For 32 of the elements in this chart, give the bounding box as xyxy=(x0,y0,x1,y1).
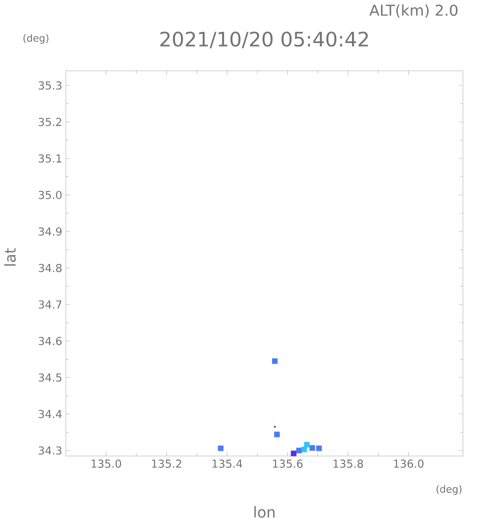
chart-title: 2021/10/20 05:40:42 xyxy=(160,32,368,48)
x-axis-title: lon xyxy=(254,506,275,518)
point xyxy=(304,442,310,448)
y-axis-title: lat xyxy=(4,248,16,266)
y-tick-label: 35.3 xyxy=(38,81,62,90)
y-tick-label: 34.5 xyxy=(38,373,62,382)
text: (deg) xyxy=(436,485,462,495)
x-tick-label: 135.6 xyxy=(273,460,303,468)
point xyxy=(310,445,316,451)
text: (deg) xyxy=(24,34,48,44)
y-tick-label: 35.2 xyxy=(38,118,62,126)
x-tick-label: 136.0 xyxy=(394,460,424,468)
x-tick-label: 135.8 xyxy=(334,460,364,468)
y-tick-label: 34.4 xyxy=(38,410,62,418)
y-tick-label: 34.8 xyxy=(38,264,62,272)
point xyxy=(274,432,280,438)
point xyxy=(290,450,296,456)
y-tick-label: 35.1 xyxy=(38,154,62,163)
point xyxy=(301,446,308,452)
x-tick-label: 135.2 xyxy=(152,460,182,468)
chart-subtitle: ALT(km) 2.0 xyxy=(369,4,458,18)
y-tick-label: 35.0 xyxy=(38,190,62,200)
y-tick-label: 34.6 xyxy=(38,336,62,346)
point xyxy=(218,446,224,452)
y-tick-label: 34.3 xyxy=(38,446,62,455)
y-tick-label: 34.9 xyxy=(38,227,62,236)
point xyxy=(272,358,278,364)
point xyxy=(316,446,322,452)
x-tick-label: 135.4 xyxy=(212,460,242,468)
point xyxy=(296,448,302,454)
x-tick-label: 135.0 xyxy=(92,460,122,468)
y-tick-label: 34.7 xyxy=(38,300,62,309)
